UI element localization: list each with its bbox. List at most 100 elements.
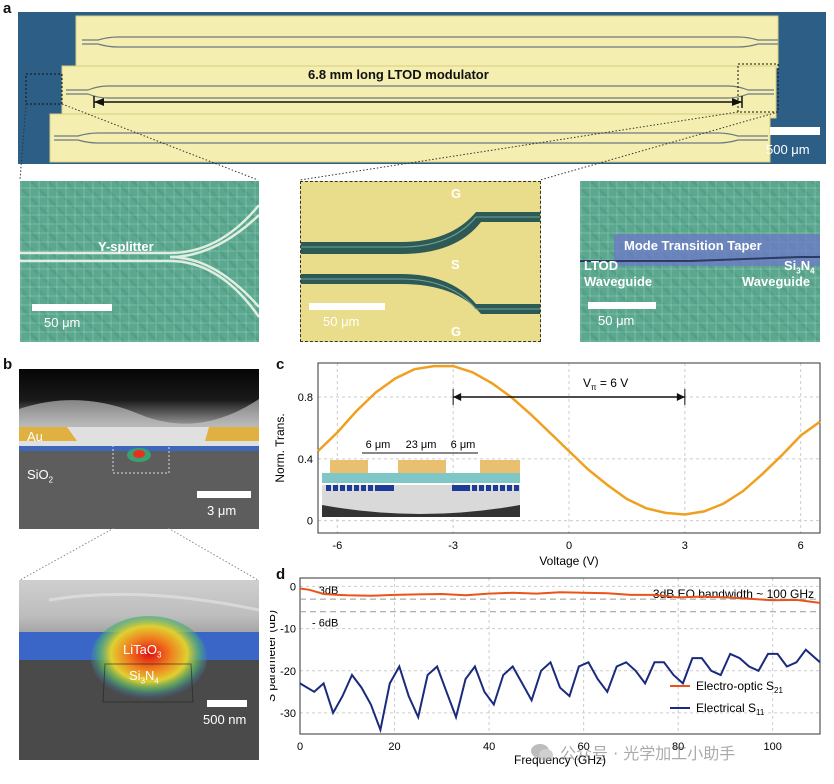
inset-grating-tooth <box>361 485 366 491</box>
inset-grating-tooth <box>347 485 352 491</box>
inset-dimension-label: 6 μm <box>366 439 391 451</box>
inset-grating-tooth <box>514 485 519 491</box>
y-splitter-label: Y-splitter <box>98 239 154 254</box>
y-axis-label: Norm. Trans. <box>273 413 287 482</box>
inset-waveguide <box>378 485 394 491</box>
sio2-label: SiO2 <box>27 467 54 485</box>
transmission-curve <box>317 364 821 516</box>
inset-grating-tooth <box>354 485 359 491</box>
wechat-icon <box>531 744 553 761</box>
main-scale-label: 500 μm <box>766 142 810 157</box>
au-label: Au <box>27 429 43 444</box>
signal-label: S <box>451 257 460 272</box>
inset-grating-tooth <box>340 485 345 491</box>
electrical-s11-curve <box>299 648 821 734</box>
inset3-scale-label: 50 μm <box>598 313 635 328</box>
inset-base <box>322 505 520 517</box>
inset-grating-tooth <box>333 485 338 491</box>
panel-label-b: b <box>3 356 13 373</box>
zoom-connectors <box>19 103 779 181</box>
legend-label: Electrical S11 <box>696 701 765 717</box>
vpi-arrow-head <box>453 393 462 401</box>
zoom-connectors-b <box>19 528 259 581</box>
y-tick-label: 0 <box>307 516 313 528</box>
inset-grating-tooth <box>500 485 505 491</box>
sem-top-scale-label: 3 μm <box>207 503 237 518</box>
transmission-chart: -6 -3 0 3 6 0 0.4 0.8 Voltage (V) Norm. Trans. 6 μ… <box>273 362 821 568</box>
y-tick-label: -20 <box>280 666 296 678</box>
x-tick-label: -3 <box>448 540 458 552</box>
inset-film <box>322 473 520 483</box>
reference-line-label: - 6dB <box>312 618 338 630</box>
sin-label-2: Waveguide <box>742 274 811 289</box>
inset2-scale-label: 50 μm <box>323 314 360 329</box>
scale-bar <box>207 700 247 707</box>
plot-frame <box>299 577 821 735</box>
y-axis-label: S parameter (dB) <box>270 610 278 702</box>
x-tick-label: 80 <box>672 741 684 753</box>
inset-electrode <box>398 460 446 473</box>
electrode-inset: G S G 50 μm <box>300 181 541 342</box>
ground-top-label: G <box>451 186 462 201</box>
device-chips-drawing <box>25 15 820 163</box>
x-axis-label: Voltage (V) <box>539 554 598 568</box>
watermark-text: 公众号 · 光学加工小助手 <box>560 744 736 763</box>
inset-electrode <box>480 460 520 473</box>
device-inset: 6 μm 23 μm 6 μm <box>322 439 520 517</box>
y-tick-label: 0 <box>290 581 296 593</box>
ltod-label-1: LTOD <box>584 258 619 273</box>
taper-inset: Mode Transition Taper LTOD Waveguide Si3… <box>580 181 820 342</box>
x-tick-label: 20 <box>388 741 400 753</box>
x-tick-label: 100 <box>764 741 782 753</box>
y-tick-label: -10 <box>280 624 296 636</box>
watermark: 公众号 · 光学加工小助手 <box>530 740 735 764</box>
x-tick-label: 6 <box>798 540 804 552</box>
inset-electrode <box>330 460 368 473</box>
sem-zoom-scale-label: 500 nm <box>203 712 247 727</box>
x-tick-label: 0 <box>566 540 572 552</box>
sin-label-1: Si3N4 <box>784 258 815 276</box>
legend-label: Electro-optic S21 <box>696 679 783 695</box>
y-splitter-inset: Y-splitter 50 μm <box>20 181 259 342</box>
sem-cross-section-zoom: LiTaO3 Si3N4 500 nm <box>19 580 259 760</box>
panel-label-a: a <box>3 0 12 17</box>
inset-grating-tooth <box>486 485 491 491</box>
panel-label-c: c <box>276 356 285 373</box>
x-tick-label: 0 <box>297 741 303 753</box>
x-tick-label: 60 <box>578 741 590 753</box>
inset-waveguide <box>452 485 468 491</box>
sem-cross-section-top: Au SiO2 3 μm <box>19 369 259 529</box>
plot-frame <box>317 362 821 534</box>
inset-grating-tooth <box>479 485 484 491</box>
scale-bar <box>309 303 385 310</box>
inset-grating-tooth <box>493 485 498 491</box>
scale-bar <box>197 491 251 498</box>
ground-bottom-label: G <box>451 324 462 339</box>
vpi-arrow-head <box>676 393 685 401</box>
x-tick-label: 3 <box>682 540 688 552</box>
main-micrograph: 6.8 mm long LTOD modulator 500 μm <box>18 12 826 164</box>
eo-s21-curve <box>299 587 821 604</box>
inset-grating-tooth <box>326 485 331 491</box>
panel-label-d: d <box>276 566 286 583</box>
inset-grating-tooth <box>472 485 477 491</box>
y-tick-label: -30 <box>280 708 296 720</box>
x-tick-label: -6 <box>332 540 342 552</box>
scale-bar <box>588 302 656 309</box>
y-tick-label: 0.4 <box>298 454 313 466</box>
inset-grating-tooth <box>507 485 512 491</box>
inset1-scale-label: 50 μm <box>44 315 81 330</box>
x-tick-label: 40 <box>483 741 495 753</box>
vpi-label: Vπ = 6 V <box>583 376 628 392</box>
taper-label: Mode Transition Taper <box>624 238 762 253</box>
y-tick-label: 0.8 <box>298 392 313 404</box>
ltod-label-2: Waveguide <box>584 274 653 289</box>
inset-dimension-label: 6 μm <box>451 439 476 451</box>
modulator-title: 6.8 mm long LTOD modulator <box>308 67 489 82</box>
inset-dimension-label: 23 μm <box>406 439 437 451</box>
inset-grating-tooth <box>368 485 373 491</box>
scale-bar <box>32 304 112 311</box>
bandwidth-annotation: 3dB EO bandwidth ~ 100 GHz <box>653 587 814 601</box>
ltao3-label: LiTaO3 <box>123 642 162 660</box>
si3n4-label: Si3N4 <box>129 668 159 686</box>
